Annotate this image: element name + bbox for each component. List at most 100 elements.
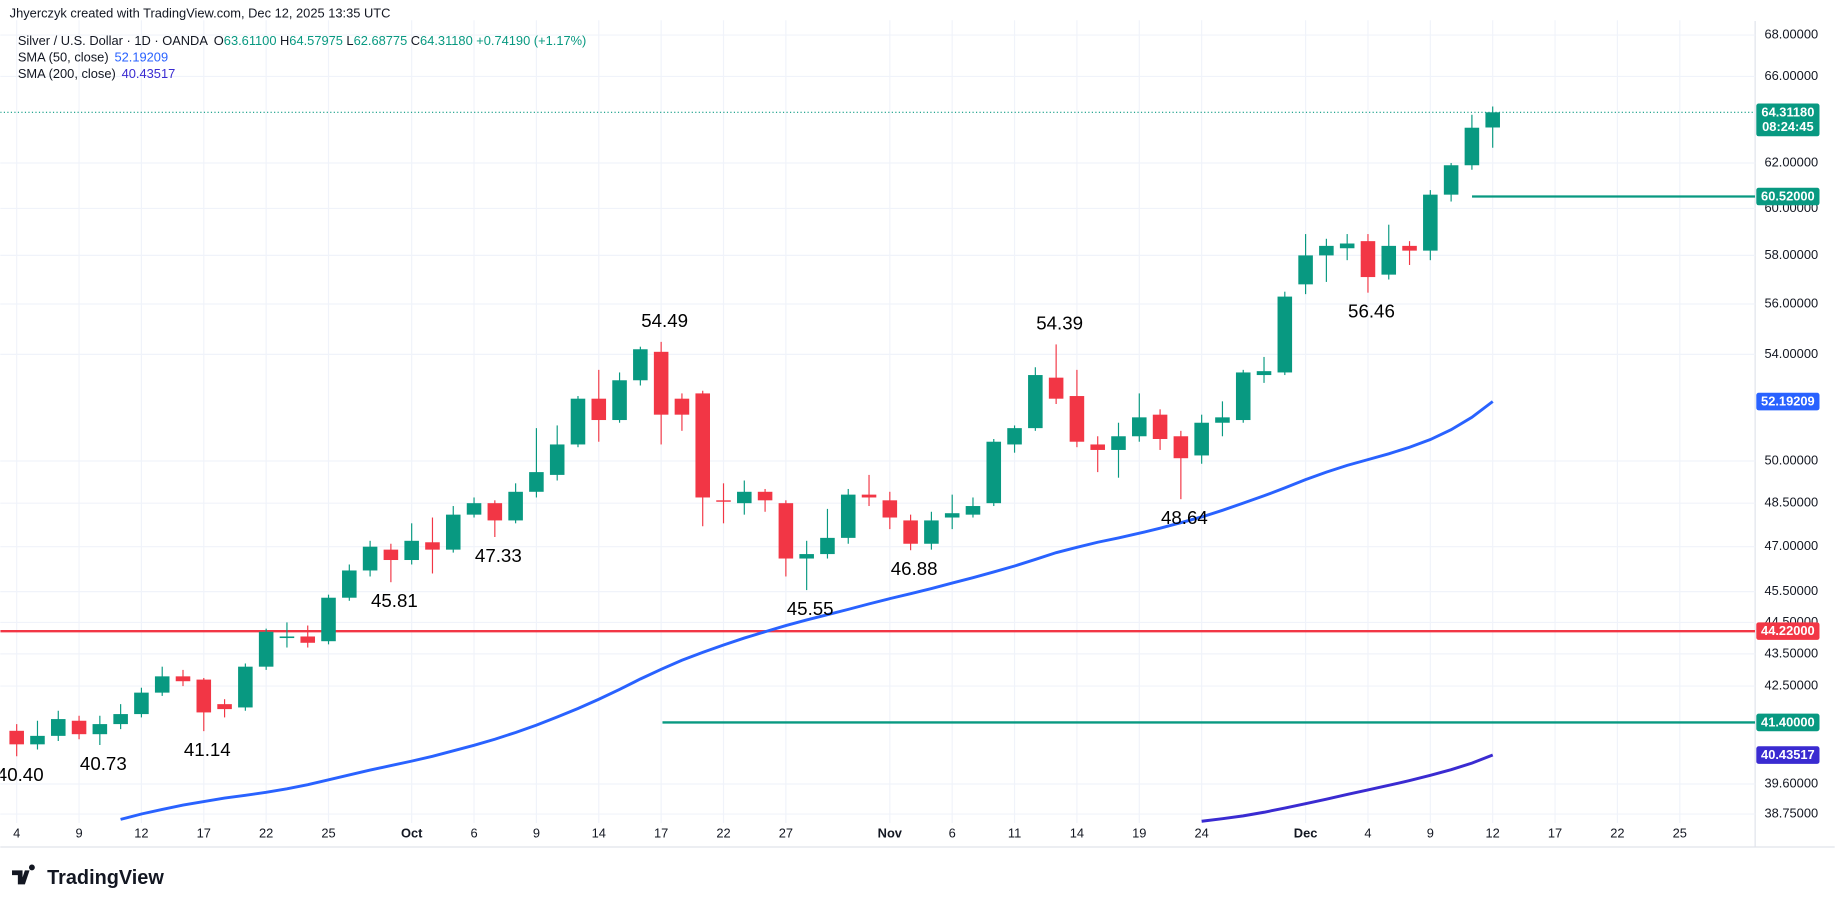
y-tick-label: 43.50000 <box>1764 645 1818 660</box>
candle-body <box>362 546 378 571</box>
candle-body <box>425 542 440 550</box>
candle-body <box>820 537 835 555</box>
x-tick-label: 9 <box>75 826 82 841</box>
header: Jhyerczyk created with TradingView.com, … <box>10 5 391 20</box>
candle-body <box>1152 414 1168 439</box>
candle-body <box>924 520 939 544</box>
candle-body <box>1173 436 1189 459</box>
price-annotation: 45.81 <box>371 590 418 611</box>
candle-body <box>612 380 627 421</box>
y-tick-label: 54.00000 <box>1764 346 1818 361</box>
candle-body <box>965 506 981 515</box>
candle-body <box>799 554 814 559</box>
candle-body <box>9 730 24 745</box>
ohlc-key: L <box>346 34 353 49</box>
ohlc-value: 62.68775 <box>354 34 408 49</box>
candle-body <box>757 491 773 501</box>
y-tick-label: 47.00000 <box>1764 538 1818 553</box>
y-tick-label: 56.00000 <box>1764 295 1818 310</box>
candle-body <box>633 349 648 381</box>
hline-label: 60.52000 <box>1761 188 1815 203</box>
x-tick-label: 14 <box>592 826 606 841</box>
change: +0.74190 (+1.17%) <box>476 34 586 49</box>
candle-body <box>1360 241 1376 278</box>
candle-body <box>134 692 149 715</box>
price-annotation: 40.73 <box>80 753 127 774</box>
candle-body <box>404 540 419 561</box>
x-tick-label: 24 <box>1194 826 1208 841</box>
brand-name: TradingView <box>47 867 164 889</box>
candle-body <box>1423 194 1438 251</box>
ohlc-value: 63.61100 <box>224 34 277 49</box>
y-tick-label: 42.50000 <box>1764 677 1818 692</box>
candle-body <box>529 472 544 492</box>
candle-body <box>1485 112 1500 128</box>
candle-body <box>903 520 918 544</box>
candle-body <box>383 549 399 561</box>
x-tick-label: 9 <box>533 826 540 841</box>
candle-body <box>695 393 710 498</box>
x-tick-label: 17 <box>1548 826 1562 841</box>
candle-body <box>1298 255 1313 285</box>
sma-line <box>1201 753 1494 823</box>
y-tick-label: 62.00000 <box>1764 154 1818 169</box>
candle-body <box>50 719 66 736</box>
candle-body <box>861 494 877 498</box>
candle-body <box>1090 444 1105 450</box>
y-tick-label: 38.75000 <box>1764 805 1818 820</box>
sma-line <box>120 400 1494 821</box>
x-tick-label: 25 <box>321 826 335 841</box>
x-tick-label: 22 <box>1610 826 1624 841</box>
candle-body <box>882 500 898 518</box>
y-tick-label: 50.00000 <box>1764 452 1818 467</box>
candle-body <box>549 444 565 475</box>
countdown-label: 08:24:45 <box>1762 119 1813 134</box>
candle-body <box>840 494 856 538</box>
candle-body <box>217 704 232 710</box>
last-price-box <box>1756 103 1820 137</box>
candle-body <box>737 491 752 504</box>
x-tick-label: 27 <box>779 826 793 841</box>
x-tick-label: 4 <box>1364 826 1371 841</box>
candle-body <box>113 714 128 725</box>
sma-label: 40.43517 <box>1761 747 1815 762</box>
candle-body <box>1194 422 1209 456</box>
candle-body <box>1339 243 1355 249</box>
price-annotation: 47.33 <box>475 545 522 566</box>
candle-body <box>175 676 191 682</box>
candle-body <box>300 636 316 643</box>
candle-body <box>238 666 253 708</box>
y-tick-label: 68.00000 <box>1764 26 1818 41</box>
price-annotation: 56.46 <box>1348 300 1395 321</box>
candle-body <box>154 676 170 693</box>
candle-body <box>321 597 336 642</box>
candle-body <box>258 631 274 667</box>
candle-body <box>986 441 1002 504</box>
candle-body <box>674 398 690 415</box>
x-tick-label: 6 <box>470 826 477 841</box>
price-annotation: 46.88 <box>891 558 938 579</box>
x-tick-label: 22 <box>259 826 273 841</box>
x-tick-label: Oct <box>401 826 423 841</box>
candle-body <box>653 351 669 415</box>
candle-body <box>1007 428 1022 445</box>
price-annotation: 41.14 <box>184 739 231 760</box>
candle-body <box>279 636 295 639</box>
ohlc-value: 64.31180 <box>420 34 473 49</box>
candle-body <box>445 514 461 550</box>
candle-body <box>1277 296 1293 373</box>
candle-body <box>1028 375 1043 429</box>
y-tick-label: 58.00000 <box>1764 247 1818 262</box>
y-tick-label: 45.50000 <box>1764 583 1818 598</box>
price-annotation: 40.40 <box>0 764 44 785</box>
sma-label: 52.19209 <box>1761 394 1815 409</box>
candle-body <box>1215 417 1230 423</box>
brand-logo <box>12 864 35 885</box>
legend-entry: SMA (50, close) 52.19209 <box>18 50 168 65</box>
y-tick-label: 66.00000 <box>1764 68 1818 83</box>
candle-body <box>1464 127 1480 166</box>
candle-body <box>196 679 212 713</box>
x-tick-label: 12 <box>1486 826 1500 841</box>
last-price-label: 64.31180 <box>1761 104 1814 119</box>
